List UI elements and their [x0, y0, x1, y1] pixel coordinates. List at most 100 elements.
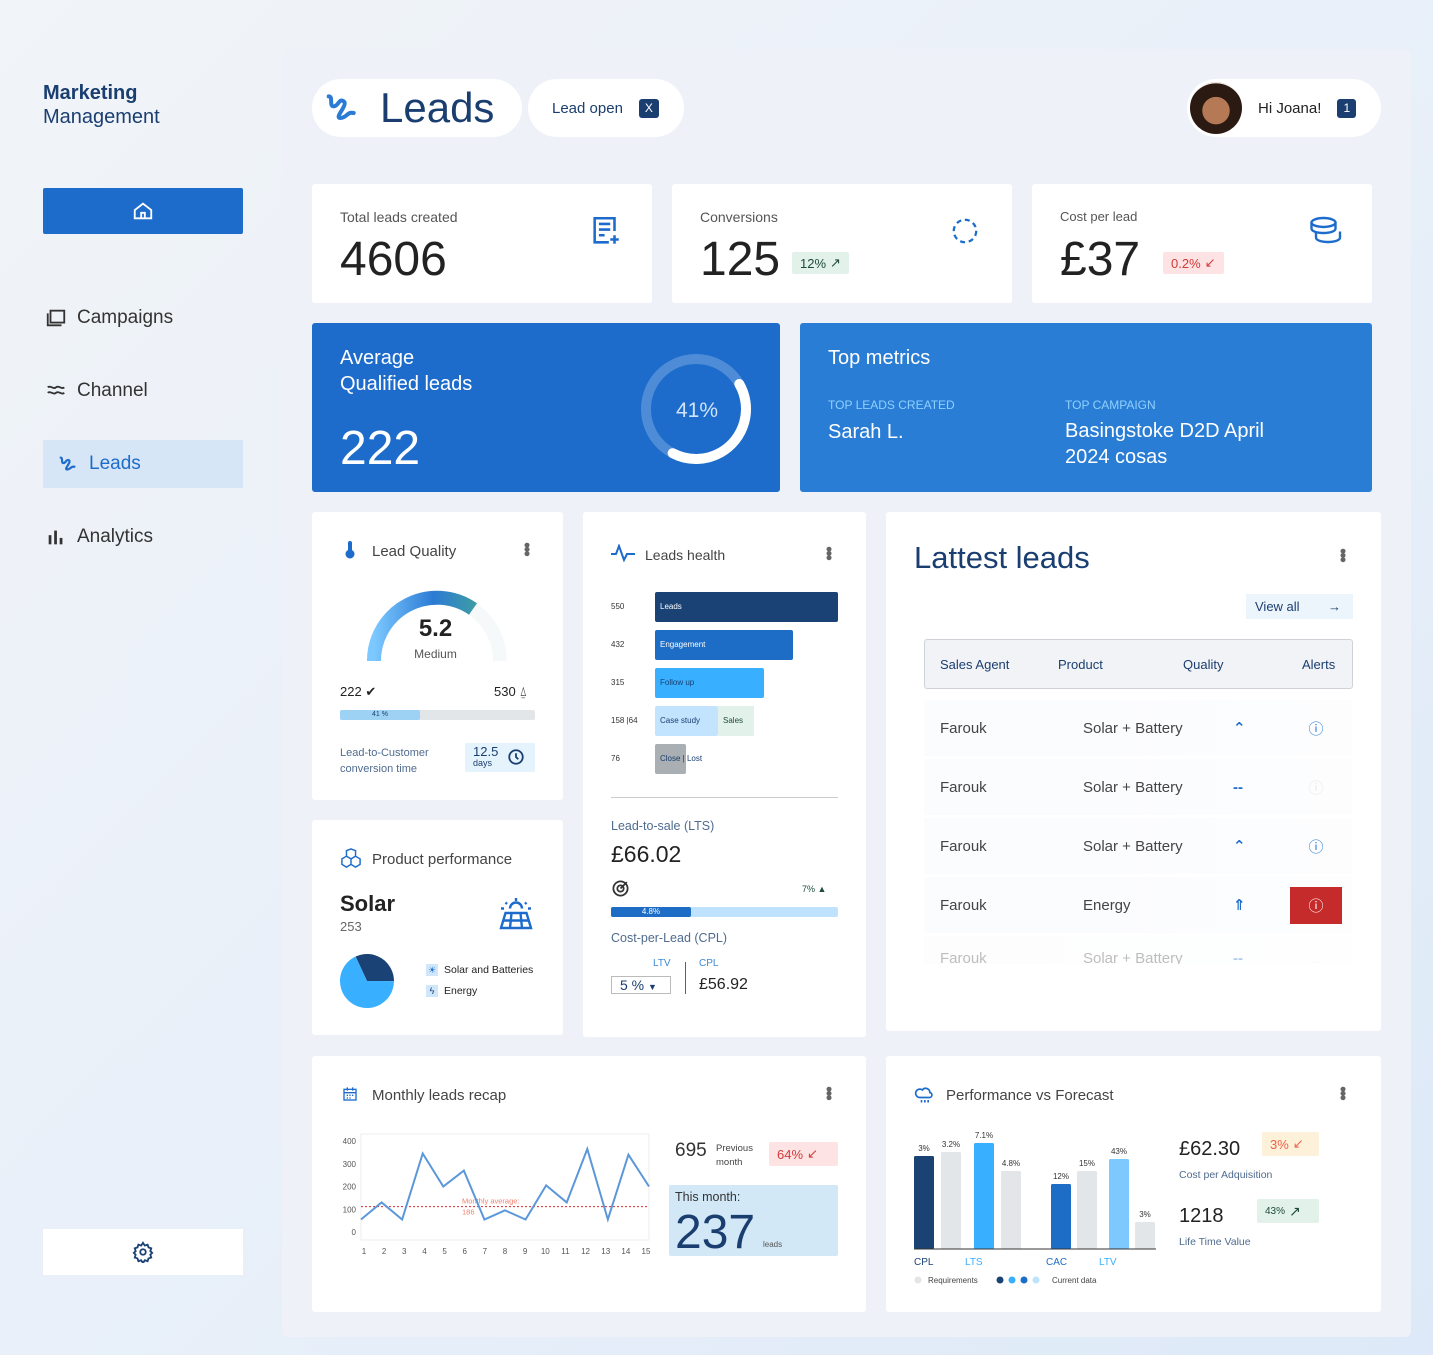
view-all-button[interactable]: View all →	[1246, 594, 1353, 619]
thermometer-icon	[345, 541, 355, 559]
alert-critical-icon[interactable]: ⓘ	[1290, 886, 1342, 924]
conversion-label: Lead-to-Customer conversion time	[340, 745, 429, 777]
trend-down-icon: ↙	[1204, 255, 1216, 270]
bar-label: 12%	[1053, 1172, 1069, 1181]
legend-swatch	[996, 1276, 1004, 1284]
lts-change: 7% ▲	[802, 884, 826, 894]
stat-value: 125	[700, 233, 781, 286]
plot-frame	[360, 1133, 650, 1241]
more-options-icon[interactable]: •••	[819, 1086, 839, 1099]
stat-total-leads: Total leads created 4606	[312, 184, 652, 303]
sidebar-item-campaigns[interactable]: Campaigns	[43, 294, 243, 342]
bar-label: 7.1%	[975, 1131, 993, 1140]
funnel-value: 315	[611, 678, 625, 687]
more-options-icon[interactable]: •••	[1333, 1086, 1353, 1099]
leads-icon	[59, 456, 76, 471]
table-row[interactable]: Farouk Solar + Battery -- ⓘ	[924, 759, 1352, 815]
funnel-value: 432	[611, 640, 625, 649]
badge-value: 64%	[777, 1146, 804, 1162]
table-row[interactable]: Farouk Solar + Battery -- ⓘ	[924, 936, 1352, 964]
funnel-bar[interactable]: Leads	[655, 592, 838, 622]
more-options-icon[interactable]: •••	[517, 542, 537, 555]
lightning-icon: ϟ	[426, 985, 438, 997]
notification-badge[interactable]: 1	[1337, 98, 1357, 118]
x-tick-label: 12	[581, 1247, 590, 1256]
more-options-icon[interactable]: •••	[1333, 548, 1353, 561]
gear-icon	[132, 1241, 154, 1263]
view-all-label: View all	[1255, 599, 1300, 614]
sidebar-item-leads[interactable]: Leads	[43, 440, 243, 488]
cloud-rain-icon	[914, 1087, 933, 1103]
category-label: CAC	[1046, 1257, 1067, 1268]
funnel-bar[interactable]: Engagement	[655, 630, 793, 660]
card-title: Leads health	[645, 547, 726, 563]
alert-none-icon[interactable]: ⓘ	[1290, 950, 1342, 964]
refresh-icon	[952, 218, 978, 244]
legend-label: Energy	[444, 985, 478, 997]
this-month-box: This month: 237 leads	[669, 1185, 838, 1259]
table-row[interactable]: Farouk Solar + Battery ⌃ ⓘ	[924, 818, 1352, 874]
clock-icon	[508, 749, 524, 765]
funnel-bar[interactable]: Sales	[718, 706, 754, 736]
forecast-bar-chart: 3% 3.2% 7.1% 4.8% 12% 15% 43% 3% CPL LTS CAC LTV Req…	[914, 1131, 1156, 1285]
home-icon	[133, 202, 153, 220]
column-header[interactable]: Product	[1058, 657, 1103, 672]
settings-button[interactable]	[43, 1229, 243, 1275]
column-header[interactable]: Alerts	[1302, 657, 1336, 672]
y-tick-label: 400	[343, 1137, 357, 1146]
column-header[interactable]: Sales Agent	[940, 657, 1010, 672]
monthly-recap-card: Monthly leads recap ••• 0 100 200 300 400 1 2 3…	[312, 1056, 866, 1312]
metric-value-line2: 2024 cosas	[1065, 446, 1168, 468]
home-button[interactable]	[43, 188, 243, 234]
greeting: Hi Joana!	[1258, 99, 1322, 117]
alert-info-icon[interactable]: ⓘ	[1308, 720, 1324, 738]
gauge-fill	[366, 590, 477, 662]
category-label: LTV	[1099, 1257, 1117, 1268]
badge-value: 0.2%	[1171, 255, 1201, 271]
alert-info-icon[interactable]: ⓘ	[1308, 838, 1324, 856]
y-tick-label: 100	[343, 1205, 357, 1214]
percent-label: 41%	[676, 399, 719, 422]
progress-fill: 41 %	[340, 710, 420, 720]
average-label: Monthly average:	[462, 1197, 520, 1206]
bar-label: 43%	[1111, 1147, 1127, 1156]
bar	[1051, 1184, 1071, 1249]
sidebar-item-analytics[interactable]: Analytics	[43, 513, 243, 561]
legend-label: Current data	[1052, 1276, 1097, 1285]
lts-progress: 4.8%	[611, 907, 838, 917]
table-row[interactable]: Farouk Solar + Battery ⌃ ⓘ	[924, 700, 1352, 756]
quality-up-icon: ⌃	[1233, 838, 1246, 855]
tag-close-button[interactable]: X	[638, 98, 659, 118]
x-tick-label: 4	[422, 1247, 427, 1256]
previous-value: 695	[675, 1140, 707, 1161]
column-header[interactable]: Quality	[1183, 657, 1224, 672]
card-title-line2: Qualified leads	[340, 373, 473, 395]
funnel-bar[interactable]: Case study	[655, 706, 718, 736]
more-options-icon[interactable]: •••	[819, 546, 839, 559]
lead-quality-card: Lead Quality ••• 5.2 Medium 222 ✔ 530 ⍙ …	[312, 512, 563, 800]
qualified-value: 222	[340, 684, 362, 699]
y-tick-label: 300	[343, 1160, 357, 1169]
conversion-label-line1: Lead-to-Customer	[340, 747, 429, 759]
x-tick-label: 11	[561, 1247, 570, 1256]
metric-label: TOP LEADS CREATED	[828, 398, 955, 412]
brand-line1: Marketing	[43, 82, 138, 104]
top-metrics-card: Top metrics TOP LEADS CREATED Sarah L. T…	[800, 323, 1372, 492]
legend-item: ☀ Solar and Batteries	[426, 964, 533, 976]
funnel-bar[interactable]: Follow up	[655, 668, 764, 698]
lead-open-tag: Lead open X	[528, 79, 684, 137]
trend-down-icon: ↙	[807, 1146, 818, 1161]
sidebar-item-channel[interactable]: Channel	[43, 367, 243, 415]
badge-value: 43%	[1265, 1205, 1286, 1217]
trend-badge: 43% ↗	[1257, 1199, 1319, 1223]
user-menu[interactable]: Hi Joana! 1	[1187, 79, 1381, 137]
card-title: Performance vs Forecast	[946, 1087, 1114, 1104]
bar-label: 3.2%	[942, 1140, 960, 1149]
alert-none-icon[interactable]: ⓘ	[1308, 779, 1324, 797]
table-row[interactable]: Farouk Energy ⇑ ⓘ	[924, 877, 1352, 933]
list-add-icon	[593, 216, 619, 244]
ltv-value: 1218	[1179, 1205, 1224, 1227]
agent-cell: Farouk	[940, 896, 987, 914]
ltv-select[interactable]: 5 % ▼	[611, 976, 671, 994]
funnel-bar[interactable]: Close | Lost	[655, 744, 702, 774]
